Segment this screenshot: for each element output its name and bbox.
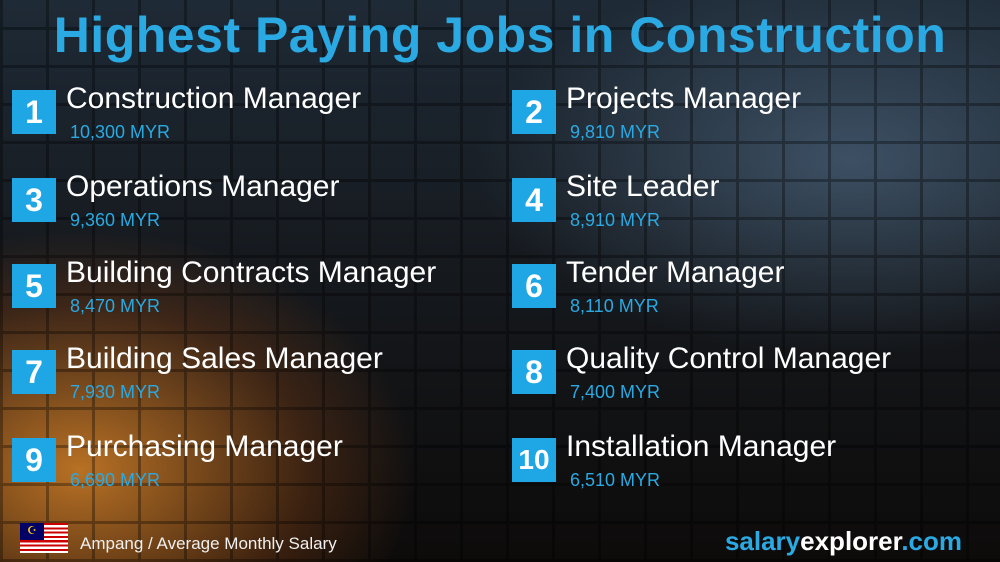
rank-badge: 5 xyxy=(12,264,56,308)
rank-badge: 3 xyxy=(12,178,56,222)
job-title: Site Leader xyxy=(566,170,720,203)
rank-badge: 2 xyxy=(512,90,556,134)
brand-part: explorer xyxy=(800,526,902,556)
rank-badge: 4 xyxy=(512,178,556,222)
brand-part: salary xyxy=(724,526,801,556)
rank-badge: 9 xyxy=(12,438,56,482)
job-salary: 10,300 MYR xyxy=(70,122,171,142)
brand-logo: salaryexplorer.com xyxy=(725,526,962,557)
job-salary: 8,470 MYR xyxy=(70,296,161,316)
rank-badge: 8 xyxy=(512,350,556,394)
job-title: Operations Manager xyxy=(66,170,340,203)
job-salary: 7,930 MYR xyxy=(70,382,161,402)
job-title: Building Sales Manager xyxy=(66,342,383,375)
rank-badge: 6 xyxy=(512,264,556,308)
job-title: Purchasing Manager xyxy=(66,430,343,463)
location-caption: Ampang / Average Monthly Salary xyxy=(80,534,337,553)
job-title: Building Contracts Manager xyxy=(66,256,437,289)
page-title: Highest Paying Jobs in Construction xyxy=(53,7,947,63)
job-salary: 9,810 MYR xyxy=(570,122,661,142)
job-salary: 9,360 MYR xyxy=(70,210,161,230)
rank-badge: 1 xyxy=(12,90,56,134)
job-title: Quality Control Manager xyxy=(566,342,892,375)
job-salary: 8,910 MYR xyxy=(570,210,661,230)
job-salary: 6,690 MYR xyxy=(70,470,161,490)
job-title: Projects Manager xyxy=(566,82,802,115)
rank-badge: 10 xyxy=(512,438,556,482)
job-title: Installation Manager xyxy=(566,430,837,463)
job-title: Tender Manager xyxy=(566,256,785,289)
job-salary: 6,510 MYR xyxy=(570,470,661,490)
job-title: Construction Manager xyxy=(66,82,362,115)
rank-badge: 7 xyxy=(12,350,56,394)
job-salary: 8,110 MYR xyxy=(570,296,659,316)
job-salary: 7,400 MYR xyxy=(570,382,661,402)
brand-part: .com xyxy=(901,526,962,556)
malaysia-flag-icon: ☪ xyxy=(20,523,68,553)
